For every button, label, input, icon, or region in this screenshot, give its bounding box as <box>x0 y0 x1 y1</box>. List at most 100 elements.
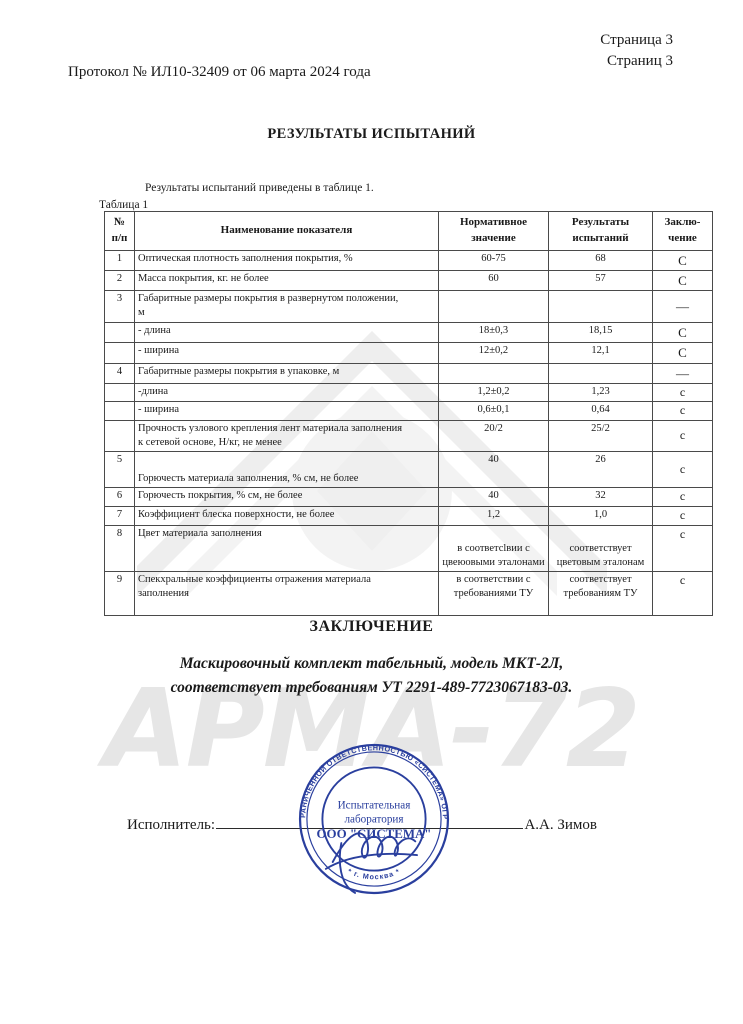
table-row: 6 Горючесть покрытия, % см, не более 40 … <box>104 487 713 507</box>
intro-text: Результаты испытаний приведены в таблице… <box>145 182 374 194</box>
page-title: РЕЗУЛЬТАТЫ ИСПЫТАНИЙ <box>267 126 476 142</box>
table-row: 8 Цвет материала заполнения в соответсlв… <box>104 524 713 572</box>
table-row: 5 Горючесть материала заполнения, % см, … <box>104 451 713 489</box>
cell-name: Прочность узлового крепления лент матери… <box>134 420 439 453</box>
cell-conclusion: с <box>652 420 713 453</box>
cell-result: 57 <box>548 270 653 292</box>
cell-name: Горючесть материала заполнения, % см, не… <box>134 451 439 489</box>
cell-name: -длина <box>134 382 439 403</box>
column-header-name: Наименование показателя <box>134 211 439 251</box>
table-caption: Таблица 1 <box>99 199 149 211</box>
cell-name: - длина <box>134 322 439 344</box>
svg-text:* г. Москва *: * г. Москва * <box>346 867 401 882</box>
cell-conclusion: с <box>652 382 713 403</box>
conclusion-title: ЗАКЛЮЧЕНИЕ <box>309 618 434 635</box>
page-number-current: Страница 3 <box>600 32 673 48</box>
table-row: 7 Коэффициент блеска поверхности, не бол… <box>104 505 713 526</box>
conclusion-text: Маскировочный комплект табельный, модель… <box>0 652 743 701</box>
cell-conclusion: с <box>652 487 713 507</box>
cell-number: 5 <box>104 451 135 489</box>
stamp-inner-line-1: Испытательная <box>338 800 411 812</box>
cell-number: 9 <box>104 570 135 616</box>
cell-normative: 1,2±0,2 <box>438 382 549 403</box>
handwritten-signature <box>324 832 418 894</box>
cell-normative: 60 <box>438 270 549 292</box>
cell-result: 0,64 <box>548 401 653 422</box>
signature-row: Исполнитель: А.А. Зимов <box>127 815 597 834</box>
cell-number <box>104 322 135 344</box>
cell-number: 3 <box>104 290 135 324</box>
cell-number: 6 <box>104 487 135 507</box>
column-header-number: № п/п <box>104 211 135 251</box>
cell-number: 7 <box>104 505 135 526</box>
cell-number: 8 <box>104 524 135 572</box>
cell-name: Габаритные размеры покрытия в упаковке, … <box>134 362 439 384</box>
protocol-line: Протокол № ИЛ10-32409 от 06 марта 2024 г… <box>68 64 371 80</box>
cell-normative: 60-75 <box>438 249 549 272</box>
cell-result: 68 <box>548 249 653 272</box>
cell-result <box>548 290 653 324</box>
results-table: № п/п Наименование показателя Нормативно… <box>104 211 713 616</box>
cell-result: 1,23 <box>548 382 653 403</box>
cell-result: соответствует требованиям ТУ <box>548 570 653 616</box>
cell-name: - ширина <box>134 342 439 364</box>
cell-name: Спекхральные коэффициенты отражения мате… <box>134 570 439 616</box>
table-row: 4 Габаритные размеры покрытия в упаковке… <box>104 362 713 384</box>
cell-conclusion: С <box>652 270 713 292</box>
table-row: Прочность узлового крепления лент матери… <box>104 420 713 453</box>
table-row: -длина 1,2±0,2 1,23 с <box>104 382 713 403</box>
cell-normative: в соответсlвии с цвеюовыми эталонами <box>438 524 549 572</box>
cell-name: Габаритные размеры покрытия в развернуто… <box>134 290 439 324</box>
table-header-row: № п/п Наименование показателя Нормативно… <box>104 211 713 251</box>
cell-result: 12,1 <box>548 342 653 364</box>
cell-name: Оптическая плотность заполнения покрытия… <box>134 249 439 272</box>
table-row: 3 Габаритные размеры покрытия в разверну… <box>104 290 713 324</box>
cell-normative: в соответствии с требованиями ТУ <box>438 570 549 616</box>
cell-number <box>104 382 135 403</box>
column-header-normative: Нормативное значение <box>438 211 549 251</box>
cell-normative: 0,6±0,1 <box>438 401 549 422</box>
cell-result <box>548 362 653 384</box>
cell-name: Коэффициент блеска поверхности, не более <box>134 505 439 526</box>
cell-result: 26 <box>548 451 653 489</box>
conclusion-line-2: соответствует требованиям УТ 2291-489-77… <box>170 679 573 697</box>
cell-normative <box>438 290 549 324</box>
cell-conclusion: — <box>652 362 713 384</box>
stamp-outer-bottom-text: * г. Москва * <box>346 867 400 882</box>
cell-result: 18,15 <box>548 322 653 344</box>
column-header-conclusion: Заклю- чение <box>652 211 713 251</box>
table-row: - длина 18±0,3 18,15 С <box>104 322 713 344</box>
cell-name: - ширина <box>134 401 439 422</box>
signature-name: А.А. Зимов <box>524 817 597 833</box>
table-row: - ширина 0,6±0,1 0,64 с <box>104 401 713 422</box>
cell-normative: 12±0,2 <box>438 342 549 364</box>
cell-result: соответствует цветовым эталонам <box>548 524 653 572</box>
cell-normative <box>438 362 549 384</box>
cell-name: Цвет материала заполнения <box>134 524 439 572</box>
conclusion-line-1: Маскировочный комплект табельный, модель… <box>179 655 564 672</box>
cell-conclusion: с <box>652 401 713 422</box>
page-numbers: Страница 3 Страниц 3 <box>600 30 673 73</box>
cell-conclusion: с <box>652 524 713 572</box>
table-row: 1 Оптическая плотность заполнения покрыт… <box>104 249 713 272</box>
page-number-total: Страниц 3 <box>606 53 673 70</box>
cell-conclusion: — <box>652 290 713 324</box>
cell-number <box>104 342 135 364</box>
cell-conclusion: С <box>652 322 713 344</box>
signature-label: Исполнитель: <box>127 817 216 833</box>
stamp-outer-top-text: ОБЩЕСТВО С ОГРАНИЧЕННОЙ ОТВЕТСТВЕННОСТЬЮ… <box>288 733 449 820</box>
column-header-results: Результаты испытаний <box>548 211 653 251</box>
cell-conclusion: с <box>652 505 713 526</box>
cell-conclusion: с <box>652 451 713 489</box>
cell-result: 25/2 <box>548 420 653 453</box>
cell-result: 1,0 <box>548 505 653 526</box>
cell-conclusion: С <box>652 249 713 272</box>
cell-number: 1 <box>104 249 135 272</box>
cell-name: Масса покрытия, кг. не более <box>134 270 439 292</box>
cell-conclusion: С <box>652 342 713 364</box>
table-row: 2 Масса покрытия, кг. не более 60 57 С <box>104 270 713 292</box>
cell-result: 32 <box>548 487 653 507</box>
cell-name: Горючесть покрытия, % см, не более <box>134 487 439 507</box>
cell-normative: 18±0,3 <box>438 322 549 344</box>
